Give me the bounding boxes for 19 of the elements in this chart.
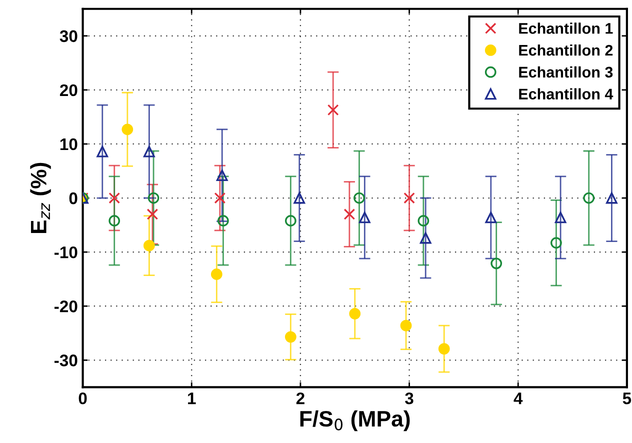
y-tick-label: -10 (54, 246, 78, 258)
y-tick-label: -30 (54, 354, 78, 366)
x-axis-title: F/S$_{0}$ (MPa) (300, 410, 410, 432)
y-tick-label: -20 (54, 300, 78, 312)
legend-label: Echantillon 1 (519, 22, 613, 34)
y-tick-label: 10 (60, 138, 78, 150)
y-axis-title: E$_{zz}$ (%) (30, 162, 51, 233)
legend-label: Echantillon 2 (519, 44, 613, 56)
y-tick-label: 0 (69, 192, 78, 204)
y-tick-label: 30 (60, 30, 78, 42)
legend-label: Echantillon 3 (519, 66, 613, 78)
x-tick-label: 0 (78, 392, 87, 404)
x-tick-label: 3 (405, 392, 414, 404)
legend-label: Echantillon 4 (519, 88, 614, 100)
x-tick-label: 4 (514, 392, 523, 404)
x-tick-label: 5 (622, 392, 632, 404)
x-tick-label: 1 (188, 392, 196, 404)
x-tick-label: 2 (296, 392, 304, 404)
y-tick-label: 20 (60, 84, 78, 96)
